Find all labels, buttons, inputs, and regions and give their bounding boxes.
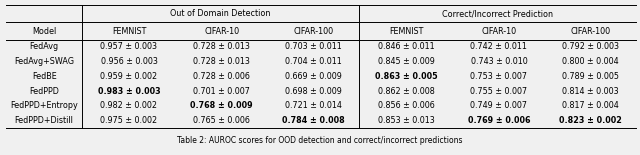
- Text: 0.698 ± 0.009: 0.698 ± 0.009: [285, 86, 342, 96]
- Text: 0.814 ± 0.003: 0.814 ± 0.003: [562, 86, 619, 96]
- Text: 0.853 ± 0.013: 0.853 ± 0.013: [378, 116, 435, 125]
- Text: FedPPD+Entropy: FedPPD+Entropy: [10, 101, 78, 110]
- Text: 0.769 ± 0.006: 0.769 ± 0.006: [468, 116, 530, 125]
- Text: 0.792 ± 0.003: 0.792 ± 0.003: [562, 42, 619, 51]
- Text: FEMNIST: FEMNIST: [112, 27, 146, 35]
- Text: 0.983 ± 0.003: 0.983 ± 0.003: [98, 86, 160, 96]
- Text: 0.856 ± 0.006: 0.856 ± 0.006: [378, 101, 435, 110]
- Text: 0.743 ± 0.010: 0.743 ± 0.010: [470, 57, 527, 66]
- Text: CIFAR-100: CIFAR-100: [293, 27, 333, 35]
- Text: 0.703 ± 0.011: 0.703 ± 0.011: [285, 42, 342, 51]
- Text: 0.789 ± 0.005: 0.789 ± 0.005: [562, 72, 619, 81]
- Text: 0.728 ± 0.013: 0.728 ± 0.013: [193, 42, 250, 51]
- Text: 0.721 ± 0.014: 0.721 ± 0.014: [285, 101, 342, 110]
- Text: 0.765 ± 0.006: 0.765 ± 0.006: [193, 116, 250, 125]
- Text: 0.728 ± 0.013: 0.728 ± 0.013: [193, 57, 250, 66]
- Text: 0.823 ± 0.002: 0.823 ± 0.002: [559, 116, 622, 125]
- Text: FedAvg: FedAvg: [29, 42, 59, 51]
- Text: CIFAR-100: CIFAR-100: [570, 27, 611, 35]
- Text: 0.784 ± 0.008: 0.784 ± 0.008: [282, 116, 345, 125]
- Text: FEMNIST: FEMNIST: [389, 27, 423, 35]
- Text: 0.862 ± 0.008: 0.862 ± 0.008: [378, 86, 435, 96]
- Text: Out of Domain Detection: Out of Domain Detection: [170, 9, 271, 18]
- Text: 0.845 ± 0.009: 0.845 ± 0.009: [378, 57, 435, 66]
- Text: FedBE: FedBE: [32, 72, 56, 81]
- Text: 0.975 ± 0.002: 0.975 ± 0.002: [100, 116, 157, 125]
- Text: 0.701 ± 0.007: 0.701 ± 0.007: [193, 86, 250, 96]
- Text: 0.669 ± 0.009: 0.669 ± 0.009: [285, 72, 342, 81]
- Text: 0.982 ± 0.002: 0.982 ± 0.002: [100, 101, 157, 110]
- Text: Correct/Incorrect Prediction: Correct/Incorrect Prediction: [442, 9, 553, 18]
- Text: 0.704 ± 0.011: 0.704 ± 0.011: [285, 57, 342, 66]
- Text: FedPPD+Distill: FedPPD+Distill: [15, 116, 74, 125]
- Text: 0.728 ± 0.006: 0.728 ± 0.006: [193, 72, 250, 81]
- Text: FedAvg+SWAG: FedAvg+SWAG: [14, 57, 74, 66]
- Text: 0.863 ± 0.005: 0.863 ± 0.005: [375, 72, 437, 81]
- Text: 0.753 ± 0.007: 0.753 ± 0.007: [470, 72, 527, 81]
- Text: FedPPD: FedPPD: [29, 86, 59, 96]
- Text: 0.957 ± 0.003: 0.957 ± 0.003: [100, 42, 157, 51]
- Text: Model: Model: [32, 27, 56, 35]
- Text: 0.846 ± 0.011: 0.846 ± 0.011: [378, 42, 435, 51]
- Text: Table 2: AUROC scores for OOD detection and correct/incorrect predictions: Table 2: AUROC scores for OOD detection …: [177, 136, 463, 145]
- Text: 0.800 ± 0.004: 0.800 ± 0.004: [562, 57, 619, 66]
- Text: CIFAR-10: CIFAR-10: [481, 27, 516, 35]
- Text: 0.749 ± 0.007: 0.749 ± 0.007: [470, 101, 527, 110]
- Text: 0.755 ± 0.007: 0.755 ± 0.007: [470, 86, 527, 96]
- Text: 0.768 ± 0.009: 0.768 ± 0.009: [191, 101, 253, 110]
- Text: 0.959 ± 0.002: 0.959 ± 0.002: [100, 72, 157, 81]
- Text: CIFAR-10: CIFAR-10: [204, 27, 239, 35]
- Text: 0.742 ± 0.011: 0.742 ± 0.011: [470, 42, 527, 51]
- Text: 0.817 ± 0.004: 0.817 ± 0.004: [562, 101, 619, 110]
- Text: 0.956 ± 0.003: 0.956 ± 0.003: [100, 57, 157, 66]
